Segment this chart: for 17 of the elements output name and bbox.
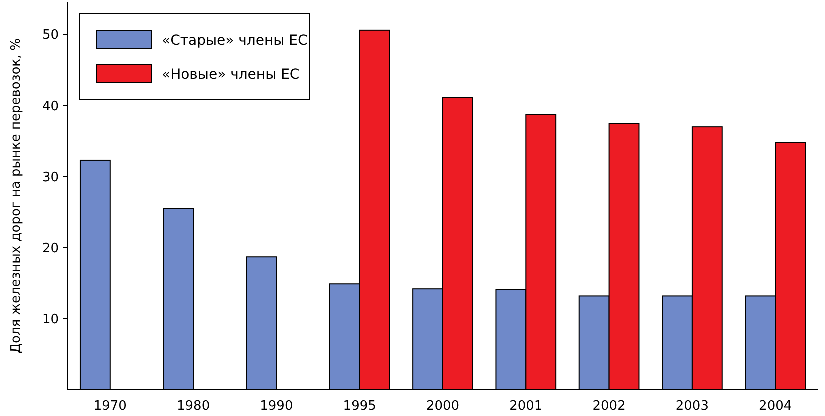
x-tick-label: 2002 [592,399,626,414]
x-tick-label: 1970 [94,399,127,414]
x-tick-label: 2004 [759,399,792,414]
x-tick-label: 2001 [510,399,543,414]
y-tick-label: 50 [42,28,59,44]
y-tick-label: 10 [42,312,59,328]
legend-label: «Старые» члены ЕС [162,32,308,49]
y-axis-title: Доля железных дорог на рынке перевозок, % [9,38,24,354]
y-tick-label: 30 [42,170,59,186]
legend-label: «Новые» члены ЕС [162,66,300,83]
x-tick-label: 1980 [177,399,210,414]
x-tick-label: 1995 [343,399,376,414]
x-tick-label: 2000 [426,399,460,414]
y-tick-label: 40 [42,99,59,114]
x-tick-label: 1990 [260,399,294,414]
y-tick-label: 20 [42,241,59,256]
x-tick-label: 2003 [676,399,709,414]
